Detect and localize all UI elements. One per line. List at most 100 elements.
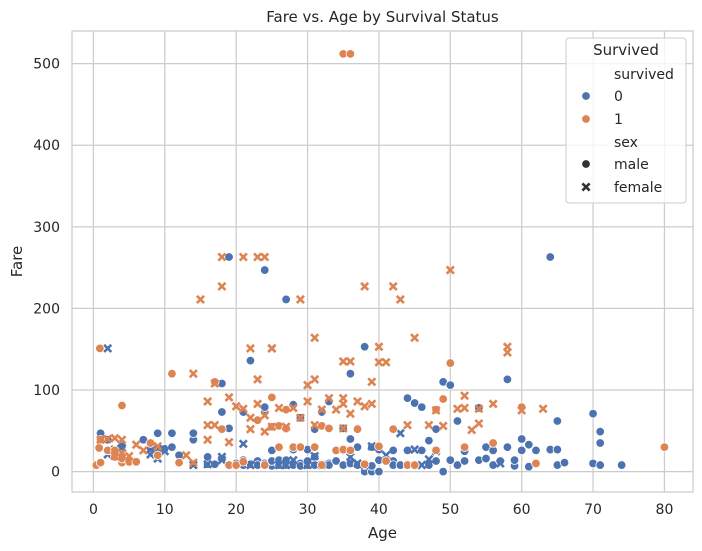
point-survived-1-female <box>238 252 248 262</box>
point-survived-0-male <box>152 428 163 438</box>
point-survived-0-male <box>552 444 563 455</box>
point-survived-1-female <box>253 252 263 262</box>
point-survived-1-female <box>181 450 191 460</box>
point-survived-1-female <box>410 333 420 343</box>
point-survived-1-male <box>445 358 456 368</box>
point-survived-1-female <box>431 405 441 415</box>
point-survived-1-male <box>309 442 320 452</box>
point-survived-1-female <box>245 343 255 353</box>
point-survived-0-male <box>417 402 427 412</box>
point-survived-1-female <box>460 403 470 413</box>
point-survived-1-male <box>238 457 249 467</box>
point-survived-0-male <box>167 428 177 438</box>
point-survived-0-male <box>502 374 513 385</box>
point-survived-0-female <box>145 449 156 459</box>
point-survived-1-female <box>138 445 148 455</box>
point-survived-1-female <box>153 441 163 451</box>
point-survived-0-male <box>545 252 555 262</box>
point-survived-0-male <box>388 445 398 456</box>
legend-hue-label: survived <box>614 67 674 83</box>
point-survived-1-female <box>331 405 341 415</box>
point-survived-0-male <box>345 368 356 379</box>
point-survived-0-male <box>459 456 470 466</box>
point-survived-1-female <box>245 413 255 423</box>
point-survived-0-male <box>245 355 256 366</box>
point-survived-1-female <box>474 404 484 414</box>
point-survived-1-female <box>367 377 377 387</box>
point-survived-0-male <box>317 407 327 417</box>
point-survived-1-male <box>274 442 284 452</box>
point-survived-1-male <box>459 442 470 452</box>
point-survived-0-male <box>595 438 605 448</box>
point-survived-1-female <box>338 399 348 409</box>
point-survived-1-female <box>203 435 213 445</box>
point-survived-0-male <box>516 445 527 456</box>
point-survived-1-female <box>224 437 234 447</box>
point-survived-0-male <box>374 466 384 477</box>
point-survived-1-male <box>317 460 327 470</box>
point-survived-0-female <box>274 460 284 470</box>
point-survived-1-female <box>117 435 127 445</box>
y-tick-label: 400 <box>33 138 60 154</box>
legend-marker-survived-0 <box>581 91 591 101</box>
point-survived-0-female <box>153 444 163 454</box>
x-tick-label: 60 <box>513 502 531 518</box>
point-survived-1-female <box>238 404 248 414</box>
point-survived-1-female <box>303 380 313 390</box>
point-survived-0-male <box>402 445 413 456</box>
point-survived-1-male <box>488 438 498 448</box>
legend-label-survived-1: 1 <box>614 112 623 128</box>
point-survived-1-male <box>281 404 291 415</box>
point-survived-1-female <box>260 410 270 420</box>
legend-style-label: sex <box>614 135 638 151</box>
point-survived-1-male <box>267 392 277 403</box>
point-survived-0-male <box>345 434 356 444</box>
point-survived-1-male <box>409 460 420 470</box>
point-survived-1-female <box>124 451 134 461</box>
point-survived-0-male <box>431 456 441 466</box>
point-survived-1-female <box>324 393 334 403</box>
point-survived-0-female <box>217 455 227 465</box>
point-survived-0-male <box>588 408 598 419</box>
point-survived-0-male <box>595 426 605 437</box>
point-survived-0-male <box>359 342 370 352</box>
point-survived-1-female <box>131 440 141 450</box>
point-survived-0-female <box>345 452 355 462</box>
y-tick-label: 100 <box>33 383 60 399</box>
point-survived-1-female <box>402 420 413 430</box>
legend-label-male: male <box>614 157 649 173</box>
point-survived-0-female <box>410 445 420 455</box>
point-survived-1-female <box>260 427 270 437</box>
point-survived-1-female <box>488 399 498 409</box>
point-survived-0-male <box>417 445 427 456</box>
point-survived-1-female <box>217 281 227 291</box>
point-survived-0-male <box>260 402 270 412</box>
point-survived-0-male <box>445 380 456 390</box>
point-survived-1-female <box>245 424 255 434</box>
point-survived-1-male <box>388 424 398 434</box>
point-survived-1-male <box>438 394 448 404</box>
point-survived-1-female <box>267 343 277 353</box>
point-survived-0-male <box>502 442 513 452</box>
point-survived-1-male <box>131 457 141 467</box>
point-survived-0-male <box>552 416 563 426</box>
point-survived-0-female <box>238 439 248 449</box>
legend-marker-survived-1 <box>581 114 591 124</box>
point-survived-0-male <box>524 439 534 450</box>
point-survived-1-female <box>110 433 120 443</box>
point-survived-1-female <box>381 357 391 367</box>
point-survived-0-male <box>260 265 270 275</box>
point-survived-1-female <box>203 396 213 406</box>
point-survived-0-female <box>352 458 363 468</box>
point-survived-0-male <box>445 455 456 465</box>
point-survived-1-female <box>203 420 213 430</box>
legend-marker-survived-0 <box>581 91 591 101</box>
point-survived-0-male <box>495 456 505 466</box>
point-survived-1-female <box>452 404 462 414</box>
x-tick-label: 20 <box>227 502 245 518</box>
point-survived-1-female <box>374 342 384 352</box>
point-survived-0-female <box>281 460 291 470</box>
point-survived-1-female <box>288 403 298 413</box>
